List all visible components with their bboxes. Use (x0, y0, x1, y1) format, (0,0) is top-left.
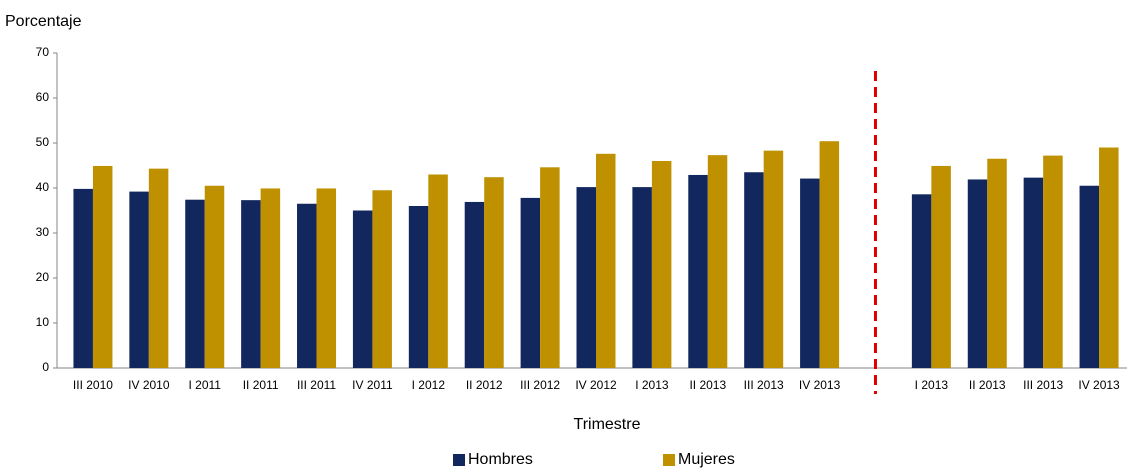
bar (408, 206, 429, 368)
bar (316, 188, 337, 368)
x-tick-label: IV 2010 (128, 378, 170, 392)
x-tick-label: II 2012 (466, 378, 503, 392)
legend-swatch (663, 454, 675, 466)
x-tick-label: III 2013 (744, 378, 784, 392)
bar (484, 177, 504, 368)
bar (819, 141, 840, 368)
y-tick-label: 0 (42, 360, 49, 374)
y-tick-label: 60 (36, 90, 50, 104)
x-tick-label: IV 2011 (352, 378, 393, 392)
y-tick-label: 20 (36, 270, 50, 284)
bar (967, 179, 988, 368)
bar (632, 187, 652, 368)
bar (911, 194, 932, 368)
bar (931, 165, 951, 368)
x-tick-label: I 2012 (412, 378, 446, 392)
x-tick-label: I 2013 (635, 378, 669, 392)
x-tick-label: II 2013 (969, 378, 1006, 392)
bar (763, 150, 784, 368)
bar (260, 188, 281, 368)
bar (520, 197, 541, 368)
x-tick-label: I 2013 (915, 378, 949, 392)
bar (297, 203, 317, 368)
bar (241, 200, 261, 368)
x-tick-label: III 2012 (520, 378, 560, 392)
bar (148, 168, 169, 368)
x-tick-label: III 2013 (1023, 378, 1063, 392)
bar (352, 210, 373, 368)
bar (707, 155, 728, 368)
bar (185, 199, 205, 368)
legend-swatch (453, 454, 465, 466)
bar (92, 165, 113, 368)
x-tick-label: IV 2013 (1078, 378, 1120, 392)
y-tick-label: 10 (36, 315, 50, 329)
bar (1099, 147, 1119, 368)
x-tick-label: II 2013 (689, 378, 726, 392)
x-axis-label: Trimestre (574, 416, 641, 433)
legend-label: Mujeres (678, 451, 735, 468)
bar (540, 167, 560, 368)
bar (688, 174, 708, 368)
bar (464, 201, 485, 368)
x-tick-label: II 2011 (243, 378, 279, 392)
bar (1079, 185, 1100, 368)
bar (372, 190, 392, 368)
y-tick-label: 30 (36, 225, 50, 239)
bar (576, 187, 596, 368)
bar (129, 191, 149, 368)
y-tick-label: 50 (36, 135, 50, 149)
y-tick-label: 40 (36, 180, 50, 194)
x-tick-label: IV 2012 (575, 378, 617, 392)
y-axis-label: Porcentaje (5, 13, 82, 30)
x-tick-label: III 2010 (73, 378, 113, 392)
bar (73, 188, 93, 368)
legend-label: Hombres (468, 451, 533, 468)
x-tick-label: III 2011 (297, 378, 336, 392)
y-tick-label: 70 (36, 45, 50, 59)
bar (744, 172, 764, 368)
bar (987, 158, 1007, 368)
bar (1023, 177, 1044, 368)
bar (204, 185, 225, 368)
bar (800, 178, 820, 368)
x-tick-label: IV 2013 (799, 378, 841, 392)
bar (1043, 155, 1063, 368)
bar (651, 161, 672, 368)
bar (428, 174, 448, 368)
x-tick-label: I 2011 (188, 378, 221, 392)
bar (596, 153, 616, 368)
